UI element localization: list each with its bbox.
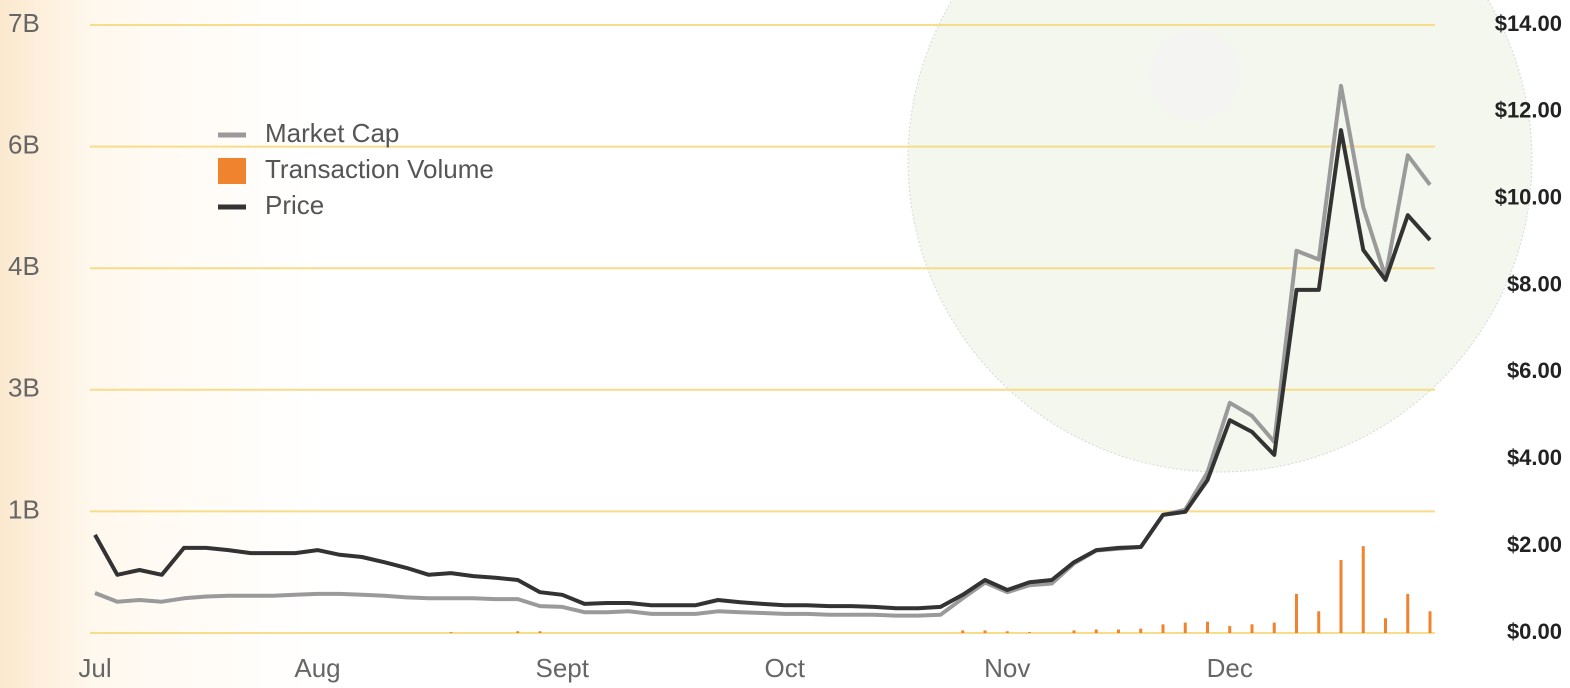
y2-tick-label: $0.00 bbox=[1507, 619, 1562, 644]
volume-bar bbox=[1005, 631, 1009, 633]
y2-tick-label: $12.00 bbox=[1495, 98, 1562, 123]
volume-bar bbox=[1317, 611, 1321, 633]
volume-bar bbox=[1428, 611, 1432, 633]
volume-bar bbox=[961, 630, 965, 633]
volume-bar bbox=[1384, 618, 1387, 633]
y-tick-label: 6B bbox=[8, 129, 40, 159]
watermark bbox=[907, 0, 1533, 473]
series-line bbox=[93, 128, 1432, 611]
y2-tick-label: $4.00 bbox=[1507, 445, 1562, 470]
volume-bar bbox=[1272, 622, 1276, 633]
volume-bar bbox=[538, 631, 542, 633]
volume-bar bbox=[1072, 630, 1076, 633]
y2-tick-label: $14.00 bbox=[1495, 11, 1562, 36]
y2-tick-label: $2.00 bbox=[1507, 532, 1562, 557]
volume-bar bbox=[449, 632, 453, 633]
watermark-dot bbox=[1150, 30, 1240, 120]
y2-tick-label: $8.00 bbox=[1507, 271, 1562, 296]
legend-label: Price bbox=[265, 190, 324, 220]
volume-bar bbox=[1161, 624, 1165, 633]
volume-bar bbox=[1295, 593, 1298, 633]
volume-bar bbox=[1406, 593, 1410, 633]
series-line bbox=[94, 83, 1432, 618]
x-tick-label: Nov bbox=[984, 653, 1030, 683]
x-tick-label: Oct bbox=[765, 653, 806, 683]
y2-tick-label: $10.00 bbox=[1495, 185, 1562, 210]
legend-swatch bbox=[218, 158, 246, 184]
volume-bar bbox=[1183, 622, 1187, 633]
y-tick-label: 7B bbox=[8, 8, 40, 38]
volume-bar bbox=[1206, 621, 1209, 633]
y-tick-label: 1B bbox=[8, 494, 40, 524]
volume-bar bbox=[516, 631, 520, 633]
x-tick-label: Aug bbox=[294, 653, 340, 683]
x-tick-label: Sept bbox=[536, 653, 590, 683]
volume-bar bbox=[1028, 632, 1031, 633]
volume-bar bbox=[983, 630, 987, 633]
y2-tick-label: $6.00 bbox=[1507, 358, 1562, 383]
y-tick-label: 3B bbox=[8, 373, 40, 403]
volume-bar bbox=[1228, 626, 1232, 633]
x-tick-label: Dec bbox=[1207, 653, 1253, 683]
volume-bar bbox=[1117, 629, 1120, 633]
volume-bar bbox=[1250, 624, 1254, 633]
legend-label: Transaction Volume bbox=[265, 154, 494, 184]
volume-bar bbox=[1094, 629, 1098, 633]
x-tick-label: Jul bbox=[78, 653, 111, 683]
volume-bar bbox=[1139, 628, 1143, 633]
volume-bar bbox=[1361, 546, 1365, 633]
y-tick-label: 4B bbox=[8, 251, 40, 281]
volume-bar bbox=[1339, 560, 1343, 633]
legend-label: Market Cap bbox=[265, 118, 399, 148]
